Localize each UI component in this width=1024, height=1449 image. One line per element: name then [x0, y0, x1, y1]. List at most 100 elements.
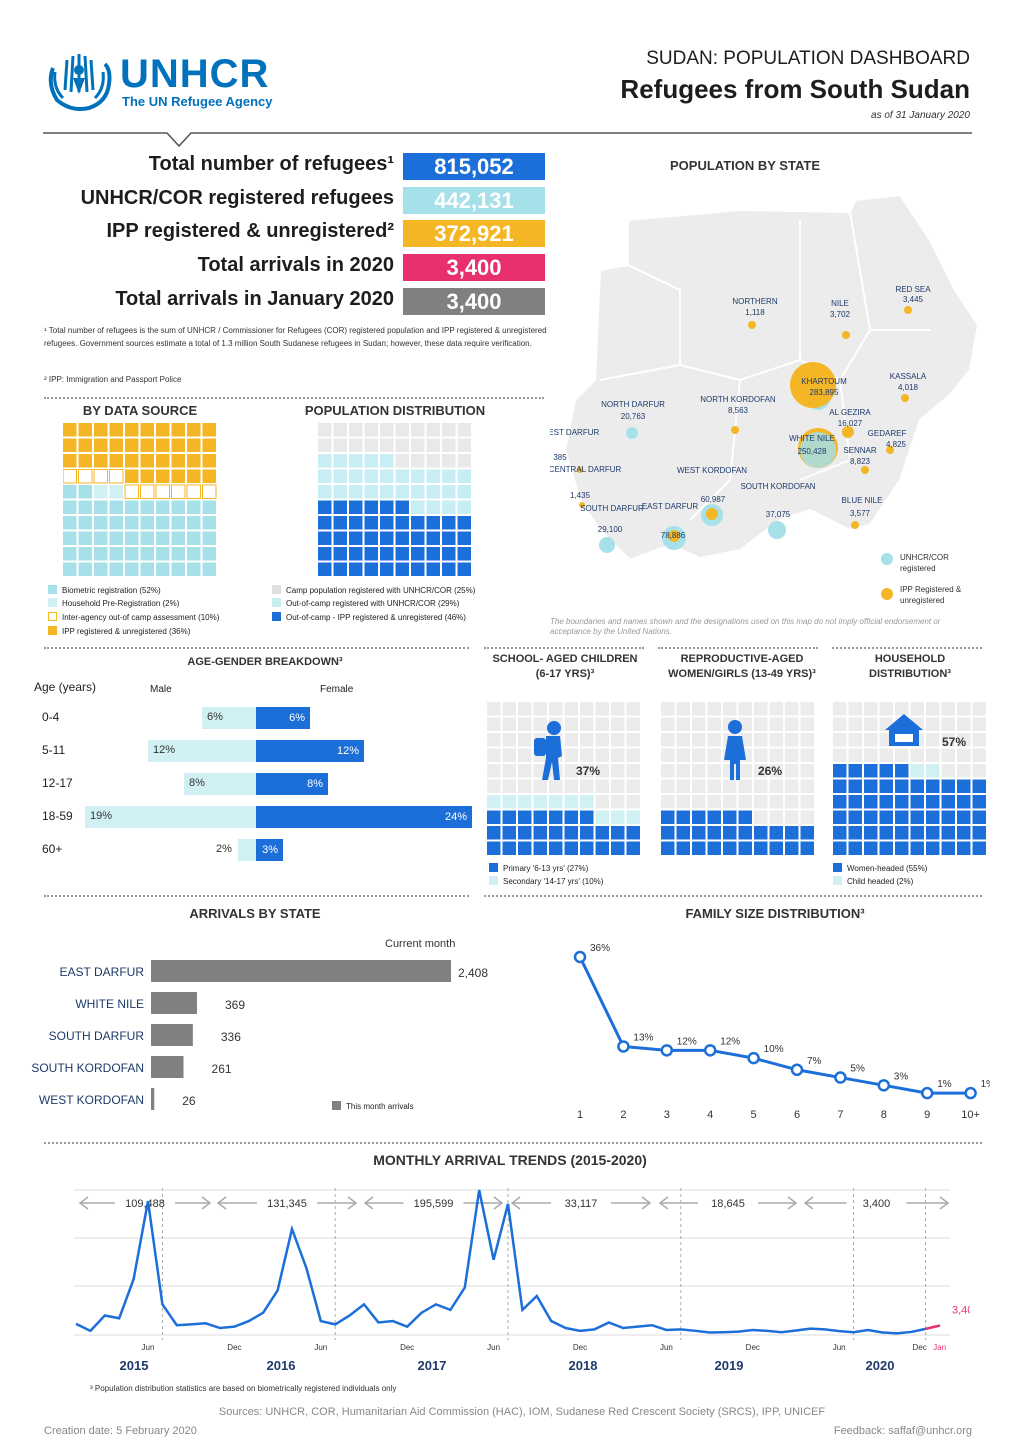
house-icon — [885, 714, 923, 746]
waffle-cell — [395, 516, 409, 530]
waffle-cell — [692, 779, 706, 793]
waffle-cell — [564, 702, 578, 716]
waffle-cell — [864, 795, 878, 809]
legend-biometric: Biometric registration (52%) — [48, 585, 161, 595]
waffle-cell — [626, 764, 640, 778]
map-legend-ipp-swatch — [881, 588, 893, 600]
waffle-cell — [941, 795, 955, 809]
arrow-head-right — [641, 1196, 652, 1210]
waffle-cell — [63, 500, 77, 514]
x-tick-label: Jun — [314, 1343, 327, 1352]
x-tick-label: Jun — [833, 1343, 846, 1352]
waffle-cell — [442, 500, 456, 514]
waffle-cell — [125, 562, 139, 576]
waffle-cell — [941, 748, 955, 762]
year-label: 2015 — [120, 1358, 149, 1373]
stat-label-ipp: IPP registered & unregistered² — [106, 220, 395, 242]
waffle-cell — [156, 562, 170, 576]
waffle-cell — [738, 779, 752, 793]
report-date: as of 31 January 2020 — [871, 110, 970, 121]
waffle-cell — [426, 516, 440, 530]
family-size-value-label: 10% — [764, 1044, 784, 1055]
waffle-cell — [502, 795, 516, 809]
waffle-cell — [957, 779, 971, 793]
waffle-cell — [487, 717, 501, 731]
waffle-cell — [333, 485, 347, 499]
waffle-cell — [833, 702, 847, 716]
waffle-cell — [202, 484, 217, 499]
waffle-cell — [972, 826, 986, 840]
waffle-cell — [941, 810, 955, 824]
legend-out-of-camp-ipp: Out-of-camp - IPP registered & unregiste… — [272, 612, 466, 622]
waffle-cell — [580, 841, 594, 855]
waffle-cell — [395, 469, 409, 483]
waffle-cell — [769, 779, 783, 793]
waffle-cell — [564, 810, 578, 824]
waffle-data-source — [63, 423, 217, 576]
family-size-point — [747, 1051, 760, 1065]
x-tick-label: Jun — [142, 1343, 155, 1352]
waffle-cell — [580, 810, 594, 824]
waffle-cell — [533, 795, 547, 809]
feedback-link[interactable]: Feedback: saffaf@unhcr.org — [833, 1425, 972, 1437]
waffle-cell — [78, 562, 92, 576]
waffle-cell — [502, 702, 516, 716]
family-size-value-label: 5% — [850, 1064, 865, 1075]
woman-icon — [724, 720, 746, 780]
male-pct-label: 8% — [189, 777, 205, 789]
page-title: Refugees from South Sudan — [620, 74, 970, 104]
arrivals-chart: EAST DARFUR 2,408 WHITE NILE 369 SOUTH DARFU… — [31, 960, 488, 1110]
waffle-cell — [380, 516, 394, 530]
waffle-cell — [187, 454, 201, 468]
waffle-cell — [800, 841, 814, 855]
waffle-cell — [457, 438, 471, 452]
waffle-cell — [457, 485, 471, 499]
waffle-cell — [723, 779, 737, 793]
waffle-cell — [800, 733, 814, 747]
waffle-cell — [692, 795, 706, 809]
waffle-cell — [626, 748, 640, 762]
waffle-cell — [754, 826, 768, 840]
family-size-value-label: 1% — [937, 1079, 952, 1090]
waffle-cell — [833, 717, 847, 731]
waffle-cell — [78, 423, 92, 437]
map-value-central-darfur: 1,435 — [570, 491, 591, 500]
waffle-cell — [202, 454, 216, 468]
waffle-cell — [926, 826, 940, 840]
waffle-cell — [879, 826, 893, 840]
age-category-label: 5-11 — [42, 743, 66, 757]
family-size-category-label: 3 — [664, 1109, 670, 1121]
waffle-cell — [333, 454, 347, 468]
waffle-cell — [442, 562, 456, 576]
divider-4 — [658, 647, 818, 649]
waffle-cell — [926, 702, 940, 716]
waffle-cell — [380, 454, 394, 468]
waffle-cell — [785, 841, 799, 855]
waffle-cell — [202, 469, 216, 483]
waffle-cell — [957, 733, 971, 747]
waffle-cell — [364, 500, 378, 514]
map-value-west-darfur: 385 — [553, 453, 567, 462]
waffle-cell — [864, 810, 878, 824]
legend-household-pre: Household Pre-Registration (2%) — [48, 598, 179, 608]
waffle-cell — [364, 454, 378, 468]
waffle-cell — [661, 717, 675, 731]
waffle-cell — [611, 841, 625, 855]
waffle-cell — [957, 702, 971, 716]
waffle-cell — [676, 702, 690, 716]
annual-total-label: 33,117 — [565, 1198, 598, 1210]
waffle-cell — [78, 469, 93, 484]
year-label: 2018 — [569, 1358, 598, 1373]
male-pct-label: 12% — [153, 744, 176, 756]
waffle-cell — [94, 485, 108, 499]
waffle-cell — [661, 748, 675, 762]
x-tick-label: Dec — [227, 1343, 241, 1352]
waffle-cell — [595, 702, 609, 716]
arrow-head-right — [201, 1196, 212, 1210]
waffle-cell — [769, 795, 783, 809]
waffle-cell — [879, 748, 893, 762]
waffle-cell — [78, 485, 92, 499]
waffle-cell — [754, 841, 768, 855]
year-label: 2019 — [715, 1358, 744, 1373]
waffle-cell — [848, 810, 862, 824]
